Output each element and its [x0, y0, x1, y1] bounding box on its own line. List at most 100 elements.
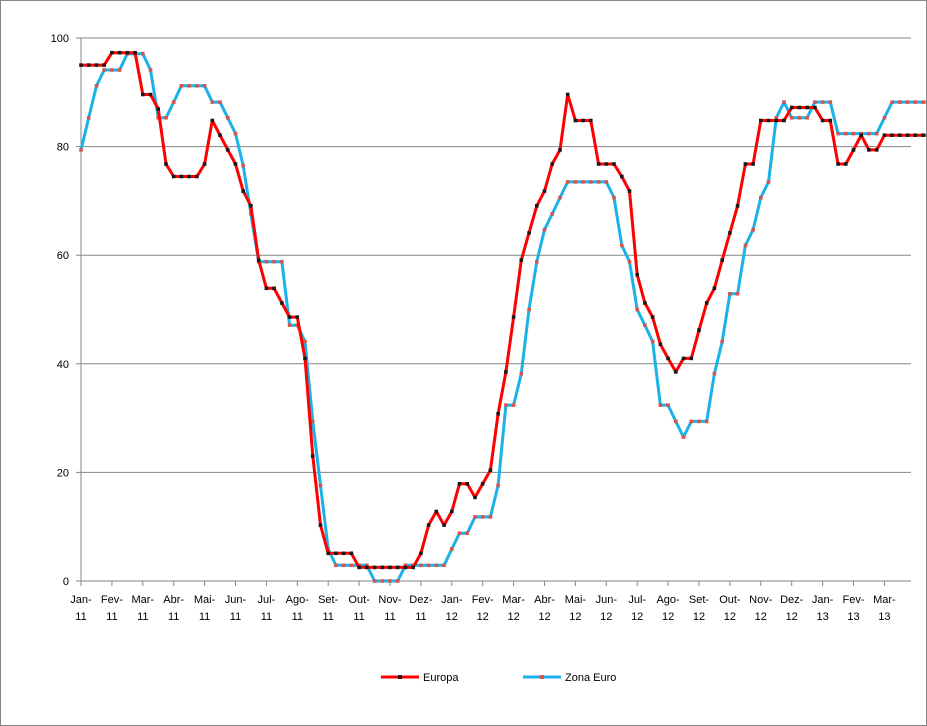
data-point — [650, 339, 655, 344]
data-point — [365, 565, 369, 570]
data-point — [179, 84, 184, 88]
data-point — [589, 118, 593, 123]
data-point — [720, 339, 724, 344]
legend-marker — [398, 675, 402, 679]
data-point — [604, 162, 609, 166]
data-point — [581, 180, 585, 184]
data-point — [426, 523, 431, 527]
data-point — [759, 118, 763, 123]
data-point — [465, 531, 469, 535]
data-point — [457, 482, 462, 486]
data-point — [643, 323, 647, 327]
data-point — [372, 579, 377, 583]
data-point — [867, 131, 871, 136]
series-line — [81, 51, 926, 569]
data-point — [704, 419, 709, 424]
data-point — [450, 509, 454, 514]
data-point — [604, 180, 609, 184]
x-tick-label-month: Out- — [719, 594, 741, 606]
data-point — [519, 258, 524, 262]
data-point — [689, 419, 694, 424]
data-point — [627, 259, 632, 264]
data-point — [496, 483, 500, 488]
legend-label: Zona Euro — [565, 672, 616, 684]
data-point — [635, 272, 639, 277]
data-point — [674, 370, 678, 374]
data-point — [635, 307, 639, 312]
data-point — [195, 174, 199, 179]
x-tick-label-year: 12 — [600, 611, 612, 623]
x-axis-ticks: Jan- 11 Fev- 11 Mar- 11 Abr- 11 Mai- 11 Jun- 11 Jul-… — [70, 581, 896, 623]
data-point — [233, 162, 238, 166]
data-point — [558, 148, 562, 152]
data-point — [535, 259, 539, 264]
data-point — [202, 84, 207, 88]
x-tick-label-month: Dez- — [409, 594, 433, 606]
y-tick-label: 0 — [63, 576, 69, 588]
y-tick-label: 40 — [57, 359, 69, 371]
data-point — [797, 116, 802, 120]
data-point — [434, 563, 439, 568]
x-tick-label-month: Out- — [348, 594, 370, 606]
y-axis-ticks: 0 20 40 60 80 100 — [51, 33, 81, 588]
data-point — [898, 133, 902, 137]
data-point — [735, 292, 740, 296]
data-point — [612, 162, 616, 166]
x-tick-label-month: Dez- — [780, 594, 804, 606]
data-point — [295, 315, 300, 319]
data-point — [141, 51, 145, 56]
data-point — [766, 180, 771, 184]
y-tick-label: 100 — [51, 33, 69, 45]
data-point — [372, 565, 377, 570]
data-point — [310, 454, 315, 458]
y-tick-label: 20 — [57, 467, 69, 479]
x-tick-label-month: Nov- — [378, 594, 402, 606]
data-point — [419, 551, 423, 556]
data-point — [697, 419, 701, 424]
data-point — [650, 315, 655, 319]
data-point — [882, 116, 887, 120]
data-point — [442, 563, 446, 568]
data-point — [867, 148, 871, 152]
data-point — [511, 403, 516, 407]
x-tick-label-year: 13 — [847, 611, 859, 623]
data-point — [666, 403, 670, 407]
series-line — [79, 52, 926, 583]
x-tick-label-month: Fev- — [101, 594, 123, 606]
data-point — [581, 118, 585, 123]
data-point — [117, 68, 122, 72]
data-point — [287, 323, 292, 327]
data-point — [179, 174, 184, 179]
data-point — [820, 118, 825, 123]
data-point — [102, 63, 106, 67]
data-point — [195, 84, 199, 88]
x-tick-label-year: 11 — [384, 611, 395, 623]
data-point — [187, 84, 191, 88]
data-point — [341, 563, 346, 568]
x-tick-label-year: 11 — [322, 611, 333, 623]
data-point — [813, 100, 817, 104]
data-point — [913, 100, 918, 104]
data-point — [496, 412, 500, 416]
data-point — [519, 371, 524, 376]
data-point — [218, 100, 222, 104]
x-tick-label-month: Nov- — [749, 594, 773, 606]
data-point — [233, 131, 238, 136]
data-point — [542, 227, 547, 232]
data-point — [674, 419, 678, 424]
data-point — [280, 301, 284, 305]
x-tick-label-month: Ago- — [286, 594, 310, 606]
data-point — [210, 100, 215, 104]
x-tick-label-year: 12 — [724, 611, 736, 623]
data-point — [720, 258, 724, 262]
data-point — [697, 328, 701, 332]
data-point — [403, 563, 408, 568]
data-point — [94, 84, 99, 88]
data-point — [573, 118, 578, 123]
legend-label: Europa — [423, 672, 459, 684]
x-tick-label-year: 11 — [415, 611, 426, 623]
x-tick-label-year: 12 — [569, 611, 581, 623]
series-zona-euro — [79, 51, 926, 583]
data-point — [689, 356, 694, 361]
data-point — [759, 195, 763, 200]
